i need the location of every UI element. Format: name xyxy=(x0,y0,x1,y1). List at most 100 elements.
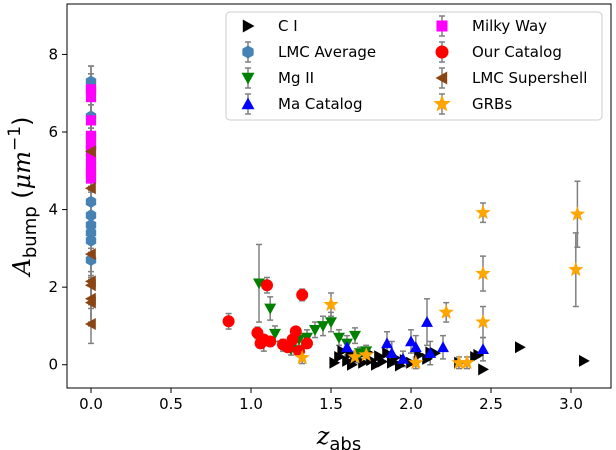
point-grbs-3 xyxy=(358,346,374,362)
legend-marker-mg-ii xyxy=(241,72,255,85)
point-milky-way-0 xyxy=(85,84,97,95)
point-ma-catalog-1 xyxy=(381,337,393,349)
x-tick-label: 0.0 xyxy=(79,395,103,413)
point-mg-ii-13 xyxy=(349,330,361,342)
legend-item-milky-way: Milky Way xyxy=(436,15,547,37)
point-grbs-1 xyxy=(323,296,339,312)
legend-marker-milky-way xyxy=(436,20,448,32)
legend: C I LMC Average Mg II Ma Catalog Milky Way Ou… xyxy=(225,11,603,121)
point-lmc-supershell-1 xyxy=(85,182,96,195)
legend-marker-grbs xyxy=(433,94,451,112)
series-c-i xyxy=(329,341,590,376)
point-lmc-supershell-6 xyxy=(85,296,96,309)
axis-labels: zabs Abump (μm−1) xyxy=(5,117,361,450)
point-lmc-average-5 xyxy=(85,195,97,208)
point-milky-way-4 xyxy=(85,138,97,149)
point-ma-catalog-5 xyxy=(409,341,422,353)
legend-label-ma-catalog: Ma Catalog xyxy=(278,95,363,113)
legend-label-lmc-average: LMC Average xyxy=(278,43,376,61)
point-grbs-10 xyxy=(475,314,491,329)
x-tick-label: 1.0 xyxy=(239,395,263,413)
legend-item-c-i: C I xyxy=(242,17,298,35)
point-ma-catalog-2 xyxy=(385,347,398,358)
legend-marker-our-catalog xyxy=(435,45,449,59)
point-ma-catalog-4 xyxy=(405,335,417,347)
point-ma-catalog-3 xyxy=(397,352,409,364)
series-grbs xyxy=(294,204,586,370)
y-tick-label: 2 xyxy=(48,278,58,296)
point-our-catalog-11 xyxy=(296,288,309,301)
point-c-i-13 xyxy=(377,355,389,368)
series-milky-way xyxy=(85,84,97,184)
legend-item-our-catalog: Our Catalog xyxy=(435,41,562,63)
plot-area-frame xyxy=(66,3,612,389)
legend-marker-ma-catalog xyxy=(241,97,255,110)
point-mg-ii-0 xyxy=(253,278,265,290)
point-grbs-7 xyxy=(459,354,475,370)
point-lmc-average-8 xyxy=(85,226,97,239)
point-c-i-1 xyxy=(334,350,345,363)
legend-label-milky-way: Milky Way xyxy=(472,17,547,35)
legend-item-mg-ii: Mg II xyxy=(241,67,314,89)
point-mg-ii-11 xyxy=(333,332,345,344)
legend-label-mg-ii: Mg II xyxy=(278,69,314,87)
legend-label-lmc-supershell: LMC Supershell xyxy=(472,69,587,87)
point-grbs-5 xyxy=(438,304,454,319)
legend-marker-lmc-average xyxy=(242,45,254,59)
series-our-catalog xyxy=(222,279,313,358)
y-tick-label: 4 xyxy=(48,201,58,219)
point-c-i-8 xyxy=(358,356,369,369)
legend-marker-lmc-supershell xyxy=(435,71,448,85)
point-lmc-average-9 xyxy=(85,234,97,247)
legend-marker-c-i xyxy=(242,19,255,33)
x-tick-label: 2.0 xyxy=(399,395,423,413)
point-grbs-9 xyxy=(475,265,491,281)
point-mg-ii-2 xyxy=(264,303,277,315)
y-axis-ticks: 0 2 4 6 8 xyxy=(48,45,67,374)
point-lmc-supershell-7 xyxy=(85,318,96,330)
point-c-i-11 xyxy=(371,358,382,371)
point-lmc-supershell-4 xyxy=(85,279,96,292)
point-ma-catalog-6 xyxy=(421,316,433,327)
point-our-catalog-4 xyxy=(261,279,273,292)
point-lmc-average-7 xyxy=(85,219,97,232)
point-ma-catalog-0 xyxy=(341,341,353,353)
y-axis-label: Abump (μm−1) xyxy=(5,117,41,278)
point-milky-way-3 xyxy=(85,130,97,141)
markers-layer xyxy=(85,75,590,376)
point-c-i-27 xyxy=(478,363,489,376)
point-c-i-21 xyxy=(422,352,433,365)
point-mg-ii-3 xyxy=(269,328,281,340)
x-tick-label: 1.5 xyxy=(319,395,343,413)
point-milky-way-2 xyxy=(85,115,97,126)
x-tick-label: 2.5 xyxy=(479,395,503,413)
point-lmc-supershell-2 xyxy=(85,248,96,261)
point-c-i-28 xyxy=(515,341,526,354)
point-our-catalog-5 xyxy=(264,335,277,348)
point-ma-catalog-7 xyxy=(424,347,437,358)
y-tick-label: 0 xyxy=(48,356,58,374)
point-milky-way-1 xyxy=(85,91,97,103)
legend-label-grbs: GRBs xyxy=(472,95,512,113)
x-tick-label: 0.5 xyxy=(159,395,183,413)
point-mg-ii-10 xyxy=(325,317,337,329)
point-grbs-4 xyxy=(408,354,424,370)
point-grbs-8 xyxy=(475,204,491,220)
series-lmc-supershell xyxy=(85,145,96,330)
x-tick-label: 3.0 xyxy=(559,395,583,413)
point-ma-catalog-8 xyxy=(437,341,449,353)
point-lmc-supershell-0 xyxy=(85,145,96,158)
point-grbs-2 xyxy=(347,348,363,364)
point-mg-ii-8 xyxy=(309,325,321,336)
point-our-catalog-12 xyxy=(301,337,313,350)
point-milky-way-9 xyxy=(85,173,97,184)
point-c-i-14 xyxy=(382,347,393,360)
legend-label-our-catalog: Our Catalog xyxy=(472,43,562,61)
point-mg-ii-9 xyxy=(317,321,329,332)
point-c-i-26 xyxy=(473,349,485,362)
point-c-i-0 xyxy=(329,356,341,369)
point-grbs-11 xyxy=(568,261,584,277)
point-c-i-5 xyxy=(347,358,358,371)
y-tick-label: 6 xyxy=(48,123,58,141)
point-our-catalog-9 xyxy=(289,325,302,338)
